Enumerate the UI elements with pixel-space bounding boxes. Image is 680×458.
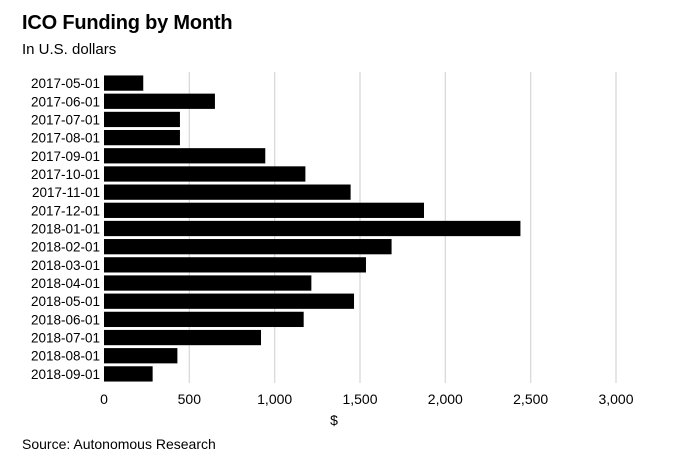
category-label: 2018-01-01 xyxy=(31,222,100,237)
bar xyxy=(104,311,304,328)
chart-title: ICO Funding by Month xyxy=(22,12,233,34)
category-label: 2017-10-01 xyxy=(31,167,100,182)
category-label: 2017-11-01 xyxy=(32,185,100,200)
bar xyxy=(104,166,306,182)
bars xyxy=(104,75,521,382)
category-label: 2018-06-01 xyxy=(31,312,100,327)
chart-subtitle: In U.S. dollars xyxy=(22,41,117,58)
category-label: 2018-04-01 xyxy=(31,276,100,291)
category-label: 2017-06-01 xyxy=(31,94,100,109)
bar xyxy=(104,111,180,128)
x-tick-label: 0 xyxy=(100,391,108,407)
category-label: 2018-03-01 xyxy=(31,258,100,273)
category-label: 2017-07-01 xyxy=(31,112,100,127)
bar xyxy=(104,184,351,200)
x-tick-label: 2,000 xyxy=(428,391,463,407)
x-axis-label: $ xyxy=(330,412,338,428)
category-label: 2018-07-01 xyxy=(31,331,100,346)
bar xyxy=(104,220,521,237)
x-tick-label: 500 xyxy=(178,391,202,407)
category-label: 2018-08-01 xyxy=(31,349,100,364)
bar xyxy=(104,348,178,364)
bar xyxy=(104,75,144,91)
x-tick-label: 2,500 xyxy=(513,391,548,407)
bar xyxy=(104,202,424,218)
x-tick-label: 3,000 xyxy=(598,391,633,407)
bar xyxy=(104,366,153,382)
category-label: 2017-12-01 xyxy=(31,203,100,218)
category-label: 2018-05-01 xyxy=(31,294,100,309)
bar xyxy=(104,329,262,346)
bar xyxy=(104,93,215,109)
bar xyxy=(104,257,366,273)
bar xyxy=(104,129,180,146)
category-label: 2017-08-01 xyxy=(31,131,100,146)
category-labels: 2017-05-01 2017-06-01 2017-07-01 2017-08-01… xyxy=(31,76,100,382)
x-tick-label: 1,500 xyxy=(342,391,377,407)
category-label: 2017-05-01 xyxy=(31,76,100,91)
category-label: 2017-09-01 xyxy=(31,149,100,164)
category-label: 2018-02-01 xyxy=(31,240,100,255)
bar xyxy=(104,148,266,164)
x-tick-label: 1,000 xyxy=(257,391,292,407)
bar xyxy=(104,239,392,255)
source-note: Source: Autonomous Research xyxy=(22,436,216,452)
bar xyxy=(104,275,312,291)
x-tick-labels: 0 500 1,000 1,500 2,000 2,500 3,000 xyxy=(100,391,634,407)
bar xyxy=(104,293,355,309)
category-label: 2018-09-01 xyxy=(31,367,100,382)
